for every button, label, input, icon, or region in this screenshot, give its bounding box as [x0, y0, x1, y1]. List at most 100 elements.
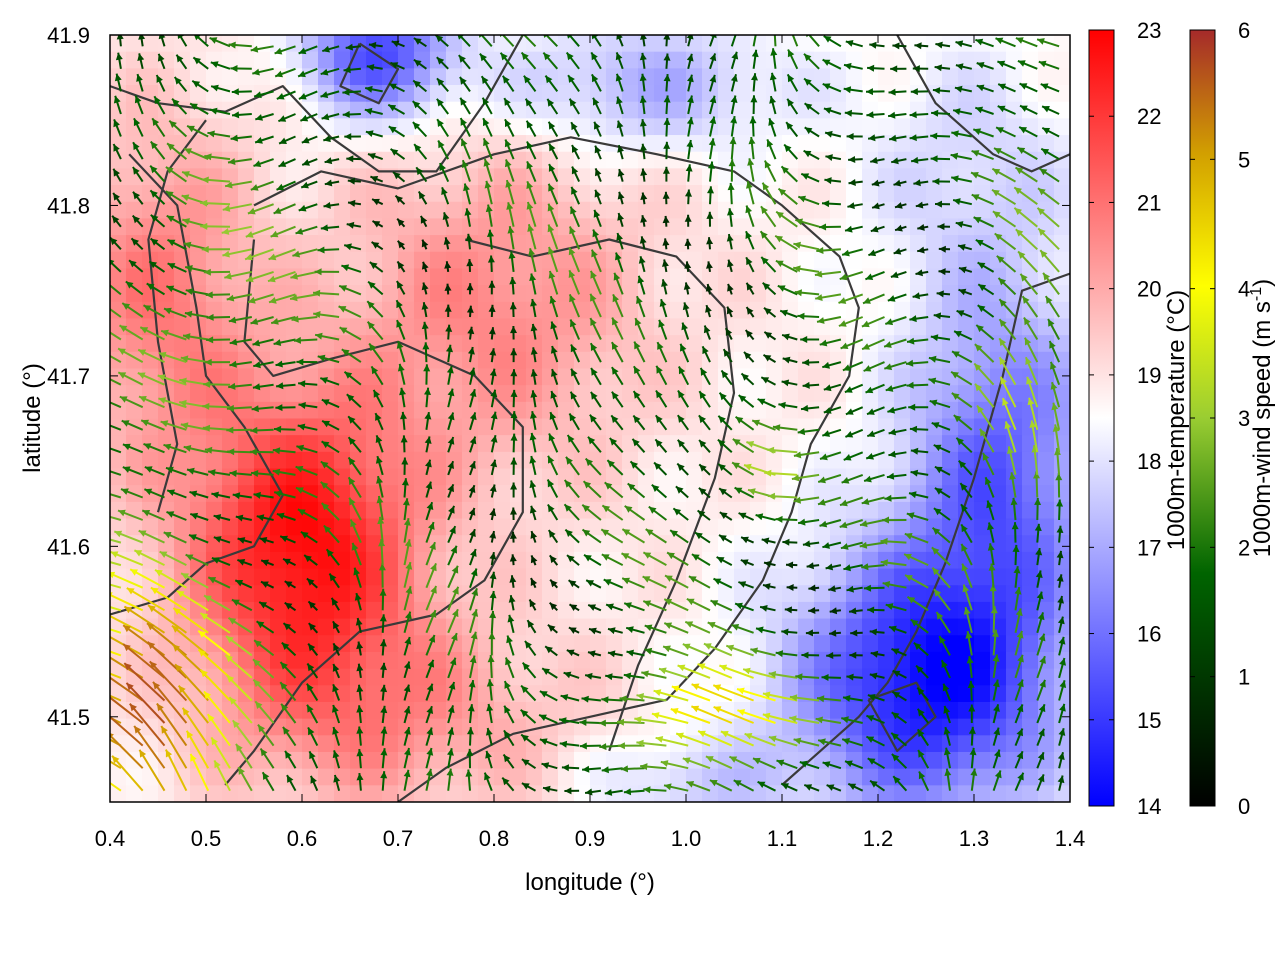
wind-vector-head: [351, 542, 359, 551]
heatmap-cell: [446, 101, 463, 119]
heatmap-cell: [1006, 651, 1023, 670]
wind-vector-head: [404, 539, 412, 547]
wind-vector-head: [204, 358, 212, 366]
heatmap-cell: [606, 785, 623, 802]
heatmap-cell: [814, 501, 831, 520]
wind-vector-head: [380, 726, 388, 734]
heatmap-cell: [574, 251, 591, 270]
wind-vector-head: [447, 484, 454, 493]
wind-vector-head: [797, 312, 805, 320]
wind-vector-head: [677, 415, 685, 423]
heatmap-cell: [670, 285, 687, 303]
heatmap-cell: [334, 385, 351, 403]
heatmap-cell: [190, 201, 207, 220]
wind-vector-head: [163, 443, 172, 451]
wind-vector-head: [320, 461, 329, 469]
heatmap-cell: [494, 301, 511, 320]
wind-vector-head: [737, 709, 746, 716]
heatmap-cell: [334, 518, 351, 536]
wind-vector-head: [505, 119, 512, 128]
wind-vector-head: [262, 772, 270, 780]
heatmap-cell: [574, 335, 591, 353]
wind-vector-head: [709, 116, 717, 124]
wind-vector-head: [165, 749, 173, 758]
wind-vector-head: [521, 783, 530, 790]
wind-vector-head: [588, 650, 596, 658]
wind-vector-head: [296, 444, 305, 452]
heatmap-cell: [318, 785, 335, 802]
heatmap-cell: [878, 635, 895, 653]
heatmap-cell: [430, 618, 447, 636]
wind-vector-head: [181, 194, 190, 202]
heatmap-cell: [462, 618, 479, 636]
wind-vector-head: [346, 394, 355, 402]
heatmap-cell: [734, 635, 751, 653]
heatmap-cell: [494, 701, 511, 720]
heatmap-cell: [670, 718, 687, 736]
wind-vector-head: [426, 768, 433, 777]
wind-vector-head: [786, 561, 794, 569]
heatmap-cell: [606, 418, 623, 436]
wind-vector-head: [764, 331, 773, 339]
heatmap-cell: [974, 485, 991, 503]
heatmap-cell: [590, 268, 607, 286]
wind-vector-head: [764, 560, 772, 568]
heatmap-cell: [1054, 385, 1070, 403]
heatmap-cell: [670, 535, 687, 553]
wind-vector-head: [272, 447, 281, 455]
wind-vector-head: [702, 346, 709, 355]
heatmap-cell: [926, 551, 943, 570]
heatmap-cell: [574, 585, 591, 603]
heatmap-cell: [974, 601, 991, 620]
heatmap-cell: [206, 668, 223, 686]
wind-vector-head: [465, 233, 473, 242]
heatmap-cell: [894, 418, 911, 436]
wind-vector-head: [315, 332, 323, 340]
heatmap-cell: [830, 451, 847, 470]
heatmap-cell: [558, 251, 575, 270]
heatmap-cell: [750, 685, 767, 703]
wind-vector-head: [775, 260, 784, 267]
wind-vector-head: [469, 655, 477, 664]
heatmap-cell: [302, 785, 319, 802]
heatmap-cell: [366, 735, 383, 753]
wind-vector-head: [275, 360, 283, 368]
wind-vector-head: [565, 529, 573, 537]
wind-vector-head: [770, 48, 778, 56]
heatmap-cell: [894, 368, 911, 386]
wind-vector-head: [781, 628, 789, 636]
heatmap-cell: [478, 785, 495, 802]
heatmap-cell: [350, 118, 367, 136]
heatmap-cell: [734, 268, 751, 286]
heatmap-cell: [814, 201, 831, 220]
heatmap-cell: [126, 668, 143, 686]
wind-vector-head: [442, 212, 450, 220]
heatmap-cell: [110, 251, 127, 270]
wind-vector-head: [255, 701, 263, 709]
heatmap-cell: [142, 218, 159, 236]
heatmap-cell: [910, 468, 927, 486]
heatmap-cell: [814, 235, 831, 253]
heatmap-cell: [670, 168, 687, 186]
heatmap-cell: [974, 268, 991, 286]
heatmap-cell: [798, 35, 815, 53]
wind-vector-head: [651, 484, 660, 492]
heatmap-cell: [878, 668, 895, 686]
heatmap-cell: [286, 318, 303, 336]
heatmap-cell: [1038, 401, 1055, 420]
heatmap-cell: [638, 168, 655, 186]
wind-vector-head: [549, 602, 558, 611]
wind-vector-head: [639, 119, 647, 127]
wind-vector-head: [530, 299, 537, 307]
heatmap-cell: [1054, 601, 1070, 620]
wind-vector-head: [623, 672, 632, 680]
heatmap-cell: [494, 251, 511, 270]
wind-vector-head: [113, 95, 121, 104]
heatmap-cell: [126, 585, 143, 603]
wind-vector-head: [114, 73, 122, 82]
wind-vector-head: [530, 323, 538, 332]
heatmap-cell: [830, 201, 847, 220]
heatmap-cell: [622, 151, 639, 169]
heatmap-cell: [638, 301, 655, 320]
heatmap-cell: [126, 285, 143, 303]
